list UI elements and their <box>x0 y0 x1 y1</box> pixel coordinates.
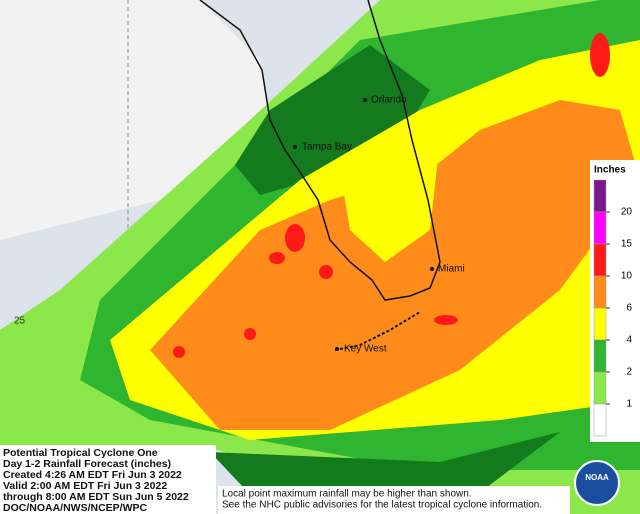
city-dot <box>430 267 434 271</box>
max-area <box>244 328 256 340</box>
noaa-logo <box>574 460 620 506</box>
max-area <box>285 224 305 252</box>
land <box>0 0 270 240</box>
legend-tick-label: 20 <box>621 207 633 218</box>
city-label: Orlando <box>371 95 407 106</box>
city-label: Tampa Bay <box>302 142 352 153</box>
legend-swatch <box>593 371 607 405</box>
legend-swatch <box>593 339 607 373</box>
max-area <box>269 252 285 264</box>
max-area <box>173 346 185 358</box>
legend-swatch <box>593 243 607 277</box>
info-line: Day 1-2 Rainfall Forecast (inches) <box>3 458 171 470</box>
legend-swatch <box>593 403 607 437</box>
legend-tick-label: 2 <box>626 367 632 378</box>
info-line: Potential Tropical Cyclone One <box>3 447 158 459</box>
city-dot <box>293 145 297 149</box>
band-dark <box>235 45 430 195</box>
max-area <box>434 315 458 325</box>
legend-tick-label: 10 <box>621 271 633 282</box>
city-label: Key West <box>344 344 387 355</box>
legend-swatch <box>593 307 607 341</box>
logo-text: NOAA <box>585 473 609 482</box>
legend-swatch <box>593 275 607 309</box>
legend-tick-label: 4 <box>626 335 632 346</box>
keys <box>334 311 421 351</box>
disclaimer-line: Local point maximum rainfall may be high… <box>222 489 472 500</box>
max-area <box>590 33 610 77</box>
info-line: Created 4:26 AM EDT Fri Jun 3 2022 <box>3 469 182 481</box>
band-4in-inland <box>340 140 440 262</box>
city-dot <box>335 347 339 351</box>
coastline <box>199 0 441 301</box>
legend-swatch <box>593 211 607 245</box>
latitude-label: 25 <box>14 316 26 327</box>
info-line: Valid 2:00 AM EDT Fri Jun 3 2022 <box>3 480 167 492</box>
legend: Inches 20 15 10 6 4 2 1 <box>590 160 640 442</box>
info-box <box>0 445 216 514</box>
band-6in <box>150 100 640 430</box>
city-label: Miami <box>438 264 465 275</box>
disclaimer-line: See the NHC public advisories for the la… <box>222 500 542 511</box>
legend-tick-label: 6 <box>626 303 632 314</box>
disclaimer-box <box>218 486 570 514</box>
disclaimer-text: Local point maximum rainfall may be high… <box>222 489 542 511</box>
legend-tick-label: 15 <box>621 239 633 250</box>
legend-swatch <box>593 179 607 213</box>
city-dot <box>363 98 367 102</box>
info-line: through 8:00 AM EDT Sun Jun 5 2022 <box>3 491 189 503</box>
legend-tick-label: 1 <box>626 399 632 410</box>
legend-title: Inches <box>594 165 626 176</box>
max-area <box>319 265 333 279</box>
info-line: DOC/NOAA/NWS/NCEP/WPC <box>3 502 148 514</box>
